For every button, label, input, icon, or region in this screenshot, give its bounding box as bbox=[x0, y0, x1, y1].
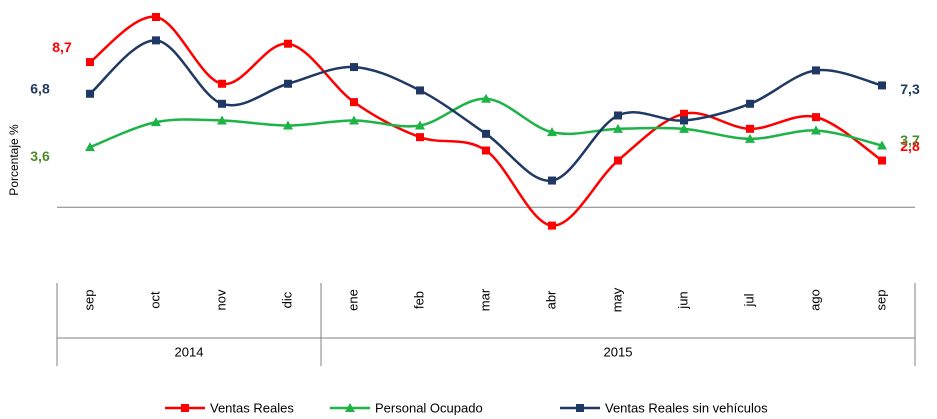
marker bbox=[151, 117, 161, 127]
marker bbox=[746, 99, 754, 108]
marker bbox=[345, 403, 355, 412]
group-label: 2014 bbox=[175, 344, 204, 359]
marker bbox=[745, 133, 755, 143]
x-tick-label: may bbox=[609, 287, 624, 312]
value-label: 3,7 bbox=[900, 132, 920, 148]
marker bbox=[152, 36, 160, 45]
marker bbox=[482, 129, 490, 138]
marker bbox=[877, 140, 887, 150]
marker bbox=[878, 156, 886, 165]
marker bbox=[350, 63, 358, 72]
marker bbox=[614, 156, 622, 165]
legend-label: Ventas Reales sin vehículos bbox=[605, 400, 768, 415]
group-label: 2015 bbox=[604, 344, 633, 359]
value-label: 3,6 bbox=[30, 148, 50, 164]
series-line bbox=[89, 39, 883, 182]
marker bbox=[85, 142, 95, 152]
marker bbox=[152, 13, 160, 22]
marker bbox=[679, 123, 689, 133]
marker bbox=[746, 124, 754, 133]
marker bbox=[812, 113, 820, 122]
x-tick-label: feb bbox=[411, 291, 426, 309]
marker bbox=[349, 115, 359, 125]
marker bbox=[86, 89, 94, 98]
y-axis-label: Porcentaje % bbox=[7, 124, 21, 196]
series-line bbox=[89, 97, 883, 149]
marker bbox=[283, 120, 293, 130]
marker bbox=[878, 81, 886, 90]
x-tick-label: ago bbox=[807, 289, 822, 311]
marker bbox=[548, 221, 556, 230]
marker bbox=[548, 176, 556, 185]
x-tick-label: nov bbox=[213, 289, 228, 310]
legend-label: Ventas Reales bbox=[210, 400, 294, 415]
marker bbox=[680, 116, 688, 125]
marker bbox=[218, 99, 226, 108]
legend-label: Personal Ocupado bbox=[375, 400, 483, 415]
marker bbox=[482, 146, 490, 155]
marker bbox=[416, 133, 424, 142]
x-tick-label: mar bbox=[477, 288, 492, 311]
x-tick-label: dic bbox=[279, 291, 294, 308]
x-tick-label: sep bbox=[81, 290, 96, 311]
x-tick-label: sep bbox=[873, 290, 888, 311]
marker bbox=[416, 86, 424, 95]
marker bbox=[415, 120, 425, 130]
marker bbox=[218, 79, 226, 88]
marker bbox=[284, 79, 292, 88]
marker bbox=[217, 115, 227, 125]
value-label: 6,8 bbox=[30, 80, 50, 96]
marker bbox=[811, 125, 821, 135]
marker bbox=[547, 127, 557, 137]
marker bbox=[284, 39, 292, 48]
x-tick-label: abr bbox=[543, 290, 558, 309]
marker bbox=[86, 58, 94, 67]
marker bbox=[350, 98, 358, 107]
marker bbox=[181, 404, 189, 412]
x-tick-label: jun bbox=[675, 291, 690, 309]
marker bbox=[680, 109, 688, 118]
marker bbox=[812, 66, 820, 75]
marker bbox=[614, 111, 622, 120]
x-tick-label: ene bbox=[345, 289, 360, 311]
x-tick-label: oct bbox=[147, 291, 162, 309]
value-label: 7,3 bbox=[900, 81, 920, 97]
value-label: 8,7 bbox=[52, 39, 72, 55]
marker bbox=[481, 93, 491, 103]
x-tick-label: jul bbox=[741, 293, 756, 307]
value-label: 2,8 bbox=[900, 138, 920, 154]
marker bbox=[613, 123, 623, 133]
marker bbox=[576, 404, 584, 412]
